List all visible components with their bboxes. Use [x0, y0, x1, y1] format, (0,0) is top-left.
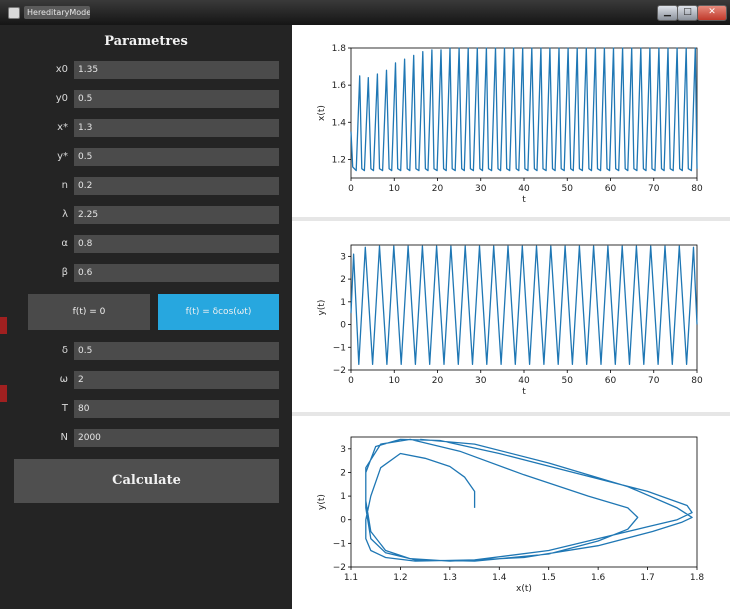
param-3-input[interactable]	[74, 148, 279, 166]
x-tick-label: 1.4	[492, 573, 507, 583]
param-6-input[interactable]	[74, 235, 279, 253]
x-tick-label: 50	[562, 184, 574, 194]
x-tick-label: 80	[691, 184, 703, 194]
y-tick-label: 3	[340, 252, 346, 262]
forcing-param-1-input[interactable]	[74, 371, 279, 389]
edge-marker	[0, 317, 7, 334]
param-4-label: n	[61, 180, 68, 191]
x-tick-label: 40	[518, 376, 530, 386]
y-tick-label: −1	[333, 539, 346, 549]
forcing-param-2-input[interactable]	[74, 400, 279, 418]
x-tick-label: 1.6	[591, 573, 606, 583]
y-tick-label: 0	[340, 516, 346, 526]
y-axis-label: x(t)	[317, 105, 327, 121]
param-4-input[interactable]	[74, 177, 279, 195]
panel-title: Parametres	[104, 34, 188, 49]
forcing-param-2-label: T	[61, 403, 68, 414]
param-6-label: α	[61, 238, 68, 249]
y-tick-label: 1.2	[332, 155, 346, 165]
forcing-param-3-label: N	[60, 432, 68, 443]
y-tick-label: 1.8	[332, 44, 347, 54]
y-tick-label: 1	[340, 298, 346, 308]
y-tick-label: 2	[340, 468, 346, 478]
x-axis-label: x(t)	[516, 584, 532, 594]
x-axis-label: t	[522, 195, 526, 205]
edge-marker	[0, 385, 7, 402]
plot-separator[interactable]	[292, 412, 730, 416]
param-0-input[interactable]	[74, 61, 279, 79]
title-bar	[0, 0, 730, 25]
param-1-label: y0	[55, 93, 68, 104]
plot-separator[interactable]	[292, 217, 730, 221]
forcing-zero-button[interactable]: f(t) = 0	[28, 294, 150, 330]
param-3-label: y*	[57, 151, 68, 162]
x-tick-label: 60	[605, 376, 617, 386]
x-tick-label: 60	[605, 184, 617, 194]
y-tick-label: −2	[333, 563, 346, 573]
x-tick-label: 20	[432, 184, 444, 194]
y-tick-label: −1	[333, 343, 346, 353]
forcing-param-3-input[interactable]	[74, 429, 279, 447]
forcing-param-1-label: ω	[59, 374, 68, 385]
y-tick-label: 1	[340, 492, 346, 502]
x-tick-label: 10	[389, 184, 401, 194]
param-2-label: x*	[57, 122, 68, 133]
y-tick-label: 1.6	[332, 81, 347, 91]
chart-1-series-line	[350, 245, 698, 365]
x-tick-label: 30	[475, 376, 487, 386]
param-5-input[interactable]	[74, 206, 279, 224]
param-7-input[interactable]	[74, 264, 279, 282]
close-button[interactable]: ✕	[697, 5, 727, 21]
y-tick-label: 2	[340, 275, 346, 285]
chart-2-series-line	[365, 438, 693, 562]
x-axis-label: t	[522, 387, 526, 397]
x-tick-label: 1.2	[393, 573, 407, 583]
forcing-param-0-label: δ	[61, 345, 68, 356]
param-1-input[interactable]	[74, 90, 279, 108]
calculate-button[interactable]: Calculate	[14, 459, 279, 503]
chart-2-frame	[350, 436, 698, 568]
x-tick-label: 10	[389, 376, 401, 386]
y-axis-label: y(t)	[317, 494, 327, 510]
maximize-button[interactable]: □	[677, 5, 698, 21]
y-tick-label: 0	[340, 321, 346, 331]
x-tick-label: 1.3	[443, 573, 457, 583]
x-tick-label: 1.7	[640, 573, 654, 583]
x-tick-label: 40	[518, 184, 530, 194]
param-5-label: λ	[62, 209, 68, 220]
param-7-label: β	[61, 267, 68, 278]
x-tick-label: 0	[348, 376, 354, 386]
param-2-input[interactable]	[74, 119, 279, 137]
x-tick-label: 1.5	[542, 573, 556, 583]
x-tick-label: 70	[648, 184, 660, 194]
minimize-button[interactable]: ▁	[657, 5, 678, 21]
charts-canvas: 0 10 20 30 40 50 60 70 801.21.41.61.8tx(t)0 10 20 3…	[317, 44, 705, 594]
x-tick-label: 70	[648, 376, 660, 386]
x-tick-label: 50	[562, 376, 574, 386]
y-tick-label: 1.4	[332, 118, 347, 128]
param-0-label: x0	[55, 64, 68, 75]
forcing-cosine-button[interactable]: f(t) = δcos(ωt)	[158, 294, 279, 330]
x-tick-label: 0	[348, 184, 354, 194]
x-tick-label: 80	[691, 376, 703, 386]
window-title: HereditaryModel	[24, 6, 90, 19]
y-tick-label: 3	[340, 445, 346, 455]
chart-0-series-line	[350, 47, 698, 172]
x-tick-label: 30	[475, 184, 487, 194]
x-tick-label: 1.1	[344, 573, 358, 583]
forcing-param-0-input[interactable]	[74, 342, 279, 360]
x-tick-label: 20	[432, 376, 444, 386]
y-axis-label: y(t)	[317, 300, 327, 316]
app-icon	[8, 7, 20, 19]
y-tick-label: −2	[333, 366, 346, 376]
x-tick-label: 1.8	[690, 573, 705, 583]
